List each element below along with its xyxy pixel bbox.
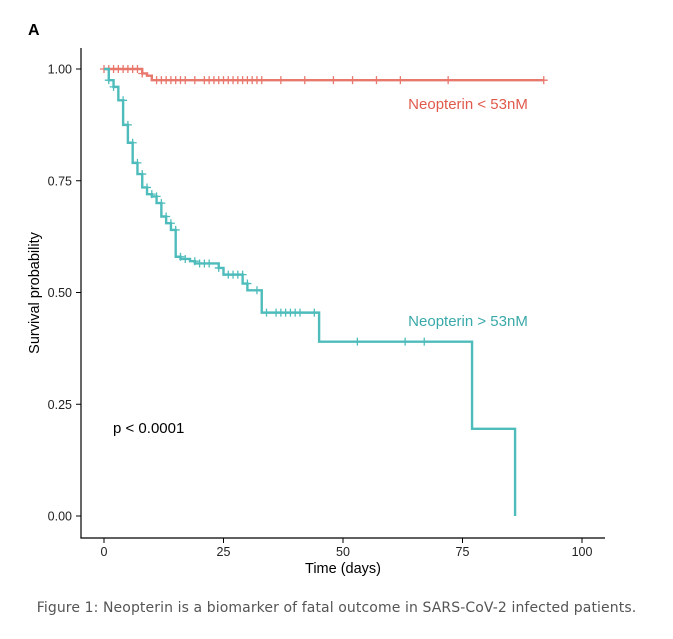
censor-mark <box>104 76 113 85</box>
censor-mark <box>147 190 156 199</box>
series-label-low: Neopterin < 53nM <box>408 96 528 113</box>
x-tick-label: 50 <box>336 545 350 559</box>
censor-mark <box>276 76 285 85</box>
censor-mark <box>252 286 261 295</box>
series-layer <box>100 65 548 516</box>
censor-mark <box>181 254 190 263</box>
y-axis-title: Survival probability <box>27 231 43 353</box>
censor-mark <box>138 69 147 78</box>
censor-mark <box>300 76 309 85</box>
y-tick-label: 0.25 <box>48 398 72 412</box>
series-label-high: Neopterin > 53nM <box>408 313 528 330</box>
censor-mark <box>262 308 271 317</box>
censor-mark <box>190 76 199 85</box>
censor-mark <box>310 308 319 317</box>
censor-mark <box>329 76 338 85</box>
censor-mark <box>257 76 266 85</box>
censor-mark <box>123 120 132 129</box>
censor-mark <box>420 337 429 346</box>
x-tick-label: 0 <box>101 545 108 559</box>
figure-caption: Figure 1: Neopterin is a biomarker of fa… <box>36 600 637 616</box>
survival-curve <box>104 67 517 516</box>
censor-mark <box>133 158 142 167</box>
series-low <box>100 65 548 85</box>
censor-mark <box>157 199 166 208</box>
x-axis-title: Time (days) <box>305 561 381 577</box>
censor-mark <box>539 76 548 85</box>
x-ticks: 0 25 50 75 100 <box>101 538 593 559</box>
p-value-annotation: p < 0.0001 <box>113 420 184 437</box>
censor-mark <box>109 82 118 91</box>
y-tick-label: 0.50 <box>48 286 72 300</box>
y-tick-label: 0.75 <box>48 174 72 188</box>
censor-mark <box>166 219 175 228</box>
y-tick-label: 0.00 <box>48 510 72 524</box>
censor-mark <box>181 76 190 85</box>
censor-mark <box>396 76 405 85</box>
censor-mark <box>444 76 453 85</box>
censor-mark <box>243 279 252 288</box>
censor-mark <box>372 76 381 85</box>
x-tick-label: 25 <box>217 545 231 559</box>
censor-mark <box>143 183 152 192</box>
censor-mark <box>214 263 223 272</box>
censor-mark <box>295 308 304 317</box>
x-tick-label: 75 <box>456 545 470 559</box>
panel-label: A <box>28 22 40 39</box>
y-ticks: 0.00 0.25 0.50 0.75 1.00 <box>48 63 81 524</box>
censor-mark <box>238 270 247 279</box>
censor-mark <box>152 192 161 201</box>
series-high <box>104 67 517 516</box>
censor-mark <box>171 225 180 234</box>
survival-curve <box>104 67 544 82</box>
x-tick-label: 100 <box>572 545 593 559</box>
censor-mark <box>205 259 214 268</box>
censor-mark <box>133 65 142 73</box>
censor-mark <box>162 212 171 221</box>
censor-mark <box>128 138 137 147</box>
censor-mark <box>353 337 362 346</box>
y-tick-label: 1.00 <box>48 63 72 77</box>
censor-mark <box>138 170 147 179</box>
censor-mark <box>348 76 357 85</box>
censor-mark <box>176 252 185 261</box>
censor-mark <box>190 257 199 266</box>
censor-mark <box>119 96 128 105</box>
censor-mark <box>401 337 410 346</box>
